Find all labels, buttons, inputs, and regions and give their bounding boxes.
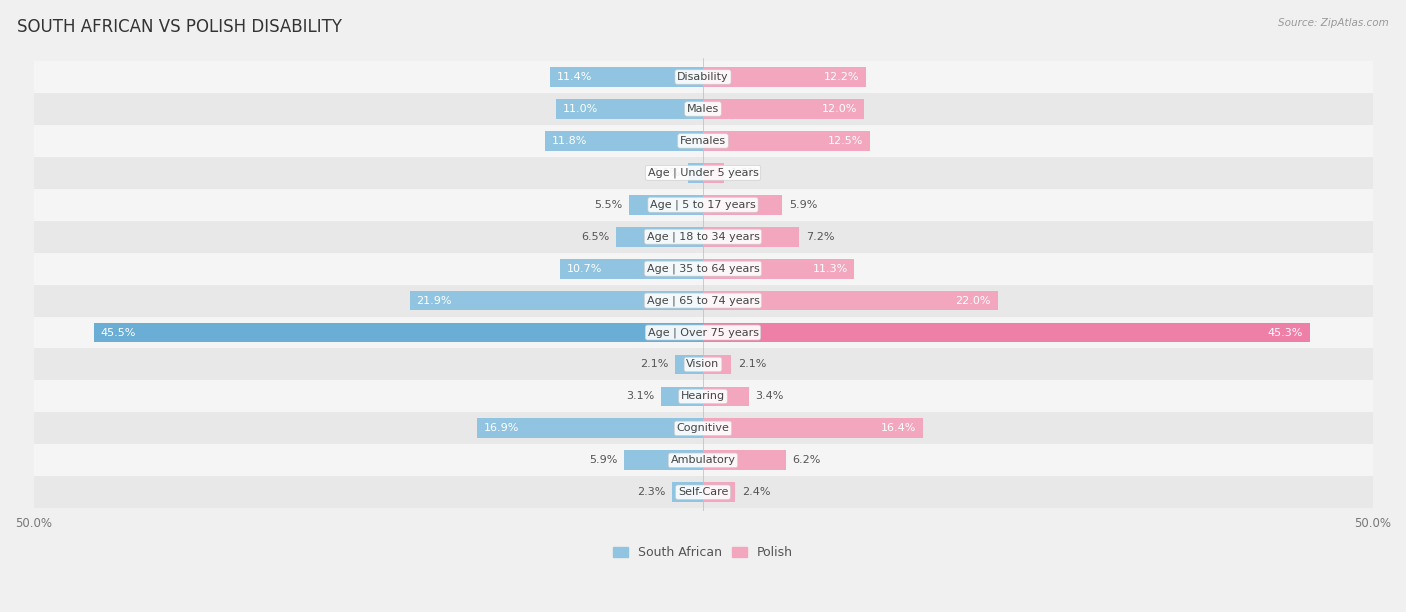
Text: 2.4%: 2.4% [742, 487, 770, 497]
Text: 7.2%: 7.2% [806, 232, 835, 242]
Bar [703, 99, 863, 119]
Bar [34, 412, 1372, 444]
Bar [34, 316, 1372, 348]
Bar [703, 291, 998, 310]
Text: 45.3%: 45.3% [1267, 327, 1303, 338]
Text: 5.9%: 5.9% [789, 200, 817, 210]
Bar [409, 291, 703, 310]
Text: 45.5%: 45.5% [100, 327, 136, 338]
Text: 1.1%: 1.1% [654, 168, 682, 178]
Text: 5.9%: 5.9% [589, 455, 617, 465]
Text: Hearing: Hearing [681, 392, 725, 401]
Text: 12.0%: 12.0% [821, 104, 858, 114]
Bar [703, 163, 724, 183]
Text: Age | 5 to 17 years: Age | 5 to 17 years [650, 200, 756, 210]
Bar [624, 450, 703, 470]
Bar [34, 61, 1372, 93]
Bar [703, 450, 786, 470]
Text: Disability: Disability [678, 72, 728, 82]
Bar [34, 476, 1372, 508]
Bar [546, 131, 703, 151]
Text: Age | 65 to 74 years: Age | 65 to 74 years [647, 296, 759, 306]
Bar [34, 188, 1372, 221]
Text: Self-Care: Self-Care [678, 487, 728, 497]
Text: 5.5%: 5.5% [595, 200, 623, 210]
Text: Age | Over 75 years: Age | Over 75 years [648, 327, 758, 338]
Text: Source: ZipAtlas.com: Source: ZipAtlas.com [1278, 18, 1389, 28]
Text: SOUTH AFRICAN VS POLISH DISABILITY: SOUTH AFRICAN VS POLISH DISABILITY [17, 18, 342, 36]
Text: Age | 35 to 64 years: Age | 35 to 64 years [647, 263, 759, 274]
Text: Vision: Vision [686, 359, 720, 370]
Text: 11.4%: 11.4% [557, 72, 592, 82]
Bar [703, 227, 800, 247]
Text: Age | 18 to 34 years: Age | 18 to 34 years [647, 231, 759, 242]
Bar [661, 387, 703, 406]
Text: 10.7%: 10.7% [567, 264, 602, 274]
Text: 21.9%: 21.9% [416, 296, 451, 305]
Bar [34, 253, 1372, 285]
Text: 22.0%: 22.0% [956, 296, 991, 305]
Text: 11.8%: 11.8% [551, 136, 588, 146]
Bar [555, 99, 703, 119]
Bar [703, 259, 855, 278]
Bar [477, 419, 703, 438]
Legend: South African, Polish: South African, Polish [607, 541, 799, 564]
Bar [703, 195, 782, 215]
Bar [34, 221, 1372, 253]
Text: 12.5%: 12.5% [828, 136, 863, 146]
Bar [550, 67, 703, 87]
Bar [560, 259, 703, 278]
Text: Age | Under 5 years: Age | Under 5 years [648, 168, 758, 178]
Text: Ambulatory: Ambulatory [671, 455, 735, 465]
Bar [34, 157, 1372, 188]
Bar [34, 348, 1372, 381]
Text: 6.5%: 6.5% [581, 232, 609, 242]
Text: 16.9%: 16.9% [484, 424, 519, 433]
Text: Cognitive: Cognitive [676, 424, 730, 433]
Text: 1.6%: 1.6% [731, 168, 759, 178]
Bar [703, 419, 922, 438]
Bar [703, 482, 735, 502]
Text: 16.4%: 16.4% [880, 424, 915, 433]
Bar [689, 163, 703, 183]
Text: 3.1%: 3.1% [627, 392, 655, 401]
Bar [672, 482, 703, 502]
Text: 12.2%: 12.2% [824, 72, 859, 82]
Bar [703, 67, 866, 87]
Bar [703, 323, 1309, 343]
Text: 11.0%: 11.0% [562, 104, 598, 114]
Bar [630, 195, 703, 215]
Bar [703, 131, 870, 151]
Text: Males: Males [688, 104, 718, 114]
Bar [616, 227, 703, 247]
Text: 2.1%: 2.1% [640, 359, 668, 370]
Bar [703, 387, 748, 406]
Bar [34, 285, 1372, 316]
Bar [675, 354, 703, 375]
Bar [34, 381, 1372, 412]
Bar [34, 93, 1372, 125]
Bar [34, 444, 1372, 476]
Bar [94, 323, 703, 343]
Text: 2.1%: 2.1% [738, 359, 766, 370]
Bar [34, 125, 1372, 157]
Bar [703, 354, 731, 375]
Text: 11.3%: 11.3% [813, 264, 848, 274]
Text: 3.4%: 3.4% [755, 392, 783, 401]
Text: Females: Females [681, 136, 725, 146]
Text: 6.2%: 6.2% [793, 455, 821, 465]
Text: 2.3%: 2.3% [637, 487, 665, 497]
